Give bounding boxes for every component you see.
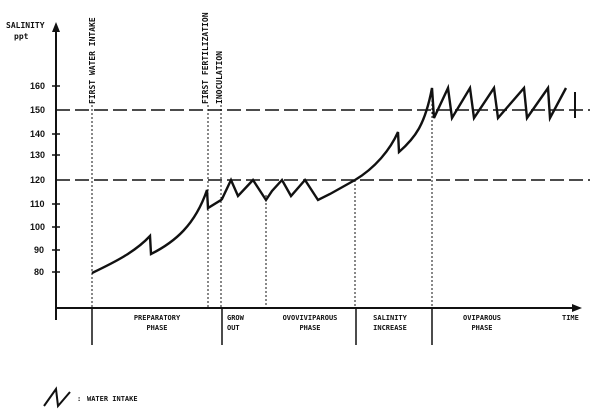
tick-160: 160 [30, 81, 45, 91]
tick-100: 100 [30, 222, 45, 232]
marker-first-fertilization: FIRST FERTILIZATION [201, 12, 210, 104]
phase-salinity-l1: SALINITY [373, 314, 408, 322]
phase-ovovivi-l2: PHASE [299, 324, 320, 332]
zigzag-water-intake-icon [43, 386, 71, 409]
tick-110: 110 [30, 199, 45, 209]
phase-salinity-l2: INCREASE [373, 324, 407, 332]
phase-labels: PREPARATORY PHASE GROW OUT OVOVIVIPAROUS… [134, 314, 579, 332]
legend: : WATER INTAKE [43, 386, 138, 409]
legend-colon: : [77, 395, 81, 403]
phase-grow-l2: OUT [227, 324, 240, 332]
y-axis-unit: ppt [14, 32, 29, 41]
phase-oviparous-l2: PHASE [471, 324, 492, 332]
tick-140: 140 [30, 129, 45, 139]
y-axis-title: SALINITY [6, 21, 45, 30]
phase-oviparous-l1: OVIPAROUS [463, 314, 501, 322]
salinity-curve [91, 83, 568, 275]
y-ticks [52, 85, 60, 273]
phase-preparatory-l1: PREPARATORY [134, 314, 181, 322]
y-tick-labels: 80 90 100 110 120 130 140 150 160 [30, 81, 45, 277]
x-axis-arrow-icon [572, 304, 582, 312]
phase-preparatory-l2: PHASE [146, 324, 167, 332]
tick-130: 130 [30, 150, 45, 160]
marker-first-water-intake: FIRST WATER INTAKE [88, 17, 97, 104]
tick-120: 120 [30, 175, 45, 185]
legend-label: WATER INTAKE [87, 395, 138, 403]
phase-separators [91, 308, 433, 345]
phase-dotted-lines [91, 100, 433, 308]
tick-80: 80 [34, 267, 44, 277]
phase-ovovivi-l1: OVOVIVIPAROUS [283, 314, 338, 322]
x-axis-title: TIME [562, 314, 579, 322]
tick-150: 150 [30, 105, 45, 115]
tick-90: 90 [34, 245, 44, 255]
marker-inoculation: INOCULATION [215, 51, 224, 104]
phase-grow-l1: GROW [227, 314, 245, 322]
y-axis-arrow-icon [52, 22, 60, 32]
